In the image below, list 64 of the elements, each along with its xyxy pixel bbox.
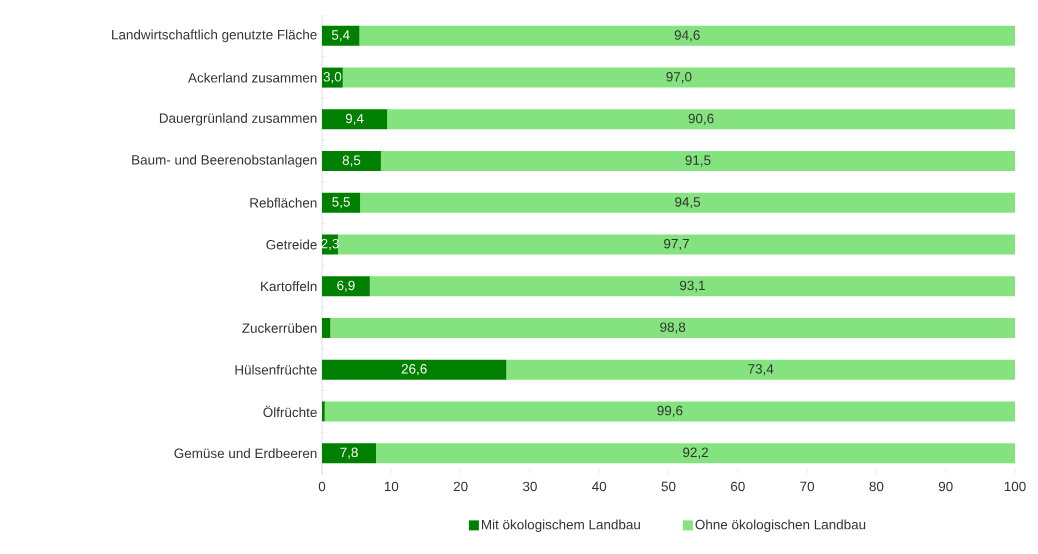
data-label: 3,0 — [323, 72, 342, 84]
data-label: 94,6 — [674, 30, 700, 42]
bar — [380, 151, 1016, 172]
bar — [506, 359, 1016, 380]
x-tick-label: 100 — [1004, 481, 1026, 492]
data-label: 73,4 — [748, 364, 774, 376]
x-tick-label: 10 — [384, 481, 399, 492]
bar — [359, 25, 1016, 46]
data-label: 8,5 — [342, 155, 361, 167]
data-label: 6,9 — [337, 280, 355, 292]
data-label: 26,6 — [401, 364, 427, 376]
y-tick-label: Getreide — [266, 239, 317, 250]
y-tick-label: Hülsenfrüchte — [235, 364, 317, 375]
y-tick-label: Landwirtschaftlich genutzte Fläche — [112, 29, 317, 43]
bar — [322, 401, 325, 422]
x-tick-label: 90 — [938, 481, 953, 492]
data-label: 99,6 — [657, 405, 683, 417]
data-label: 5,5 — [332, 197, 350, 209]
data-label: 98,8 — [660, 322, 686, 334]
data-label: 93,1 — [679, 280, 705, 292]
bar — [322, 443, 377, 464]
y-tick-label: Rebflächen — [250, 197, 317, 208]
bar — [324, 401, 1016, 422]
legend-label: Ohne ökologischen Landbau — [695, 519, 866, 533]
x-tick-label: 80 — [869, 481, 884, 492]
y-tick-label: Baum- und Beerenobstanlagen — [132, 154, 317, 168]
data-label: 9,4 — [345, 113, 364, 125]
x-tick-label: 70 — [800, 481, 815, 492]
data-label: 92,2 — [683, 447, 708, 459]
y-tick-label: Ölfrüchte — [263, 405, 317, 418]
data-label: 7,8 — [340, 447, 358, 459]
x-tick-label: 30 — [522, 481, 537, 492]
bar — [322, 109, 388, 130]
bar — [322, 359, 507, 380]
bar — [337, 234, 1016, 255]
data-label: 90,6 — [688, 113, 714, 125]
bar — [322, 317, 331, 338]
bar — [322, 67, 343, 88]
x-tick-label: 50 — [661, 481, 676, 492]
data-label: 5,4 — [331, 30, 350, 42]
x-tick-label: 20 — [453, 481, 468, 492]
bar — [342, 67, 1016, 88]
data-label: 94,5 — [675, 197, 701, 209]
bar — [322, 25, 360, 46]
data-label: 97,7 — [664, 238, 689, 251]
bar — [369, 276, 1016, 297]
data-label: 91,5 — [685, 155, 711, 167]
y-tick-label: Kartoffeln — [261, 281, 317, 292]
y-tick-label: Dauergrünland zusammen — [159, 113, 317, 126]
legend-label: Mit ökologischem Landbau — [482, 519, 640, 533]
x-tick-label: 40 — [592, 481, 607, 492]
bar — [322, 192, 361, 213]
x-tick-label: 0 — [318, 481, 326, 492]
x-tick-label: 60 — [731, 481, 745, 492]
bar — [360, 192, 1016, 213]
y-tick-label: Zuckerrüben — [242, 323, 317, 333]
bar — [322, 151, 381, 172]
bar — [330, 317, 1016, 338]
bar — [387, 109, 1016, 130]
data-label: 97,0 — [666, 72, 692, 84]
bar — [322, 276, 370, 297]
y-tick-label: Ackerland zusammen — [188, 72, 317, 83]
y-tick-label: Gemüse und Erdbeeren — [174, 448, 317, 459]
bar — [376, 443, 1016, 464]
